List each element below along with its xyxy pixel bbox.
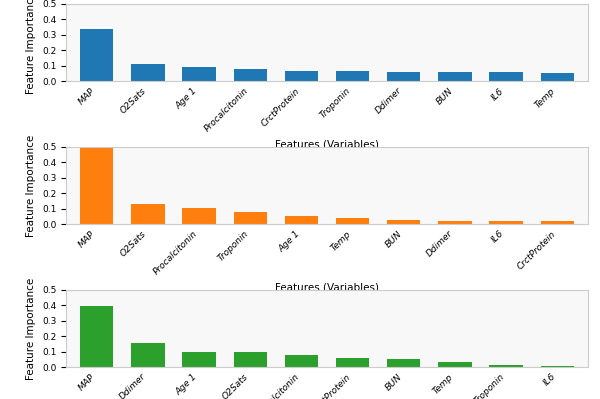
Bar — [336, 218, 369, 224]
Bar — [439, 362, 472, 367]
Bar — [541, 366, 574, 367]
Bar — [285, 355, 318, 367]
Bar — [387, 359, 421, 367]
Bar — [490, 365, 523, 367]
Bar — [233, 352, 267, 367]
Bar — [233, 69, 267, 81]
Bar — [182, 67, 215, 81]
Bar — [336, 71, 369, 81]
Bar — [80, 306, 113, 367]
Bar — [182, 208, 215, 224]
Bar — [490, 221, 523, 224]
Bar — [131, 203, 164, 224]
Bar — [285, 71, 318, 81]
X-axis label: Features (Variables): Features (Variables) — [275, 139, 379, 149]
Bar — [439, 72, 472, 81]
Bar — [541, 73, 574, 81]
Y-axis label: Feature Importance: Feature Importance — [26, 277, 37, 379]
Bar — [233, 212, 267, 224]
Bar — [490, 72, 523, 81]
Bar — [80, 30, 113, 81]
X-axis label: Features (Variables): Features (Variables) — [275, 282, 379, 292]
Bar — [541, 221, 574, 224]
Bar — [285, 216, 318, 224]
Y-axis label: Feature Importance: Feature Importance — [26, 0, 37, 94]
Bar — [336, 358, 369, 367]
Bar — [131, 343, 164, 367]
Bar — [387, 71, 421, 81]
Bar — [80, 148, 113, 224]
Bar — [131, 64, 164, 81]
Y-axis label: Feature Importance: Feature Importance — [26, 134, 37, 237]
Bar — [182, 352, 215, 367]
Bar — [439, 221, 472, 224]
Bar — [387, 219, 421, 224]
